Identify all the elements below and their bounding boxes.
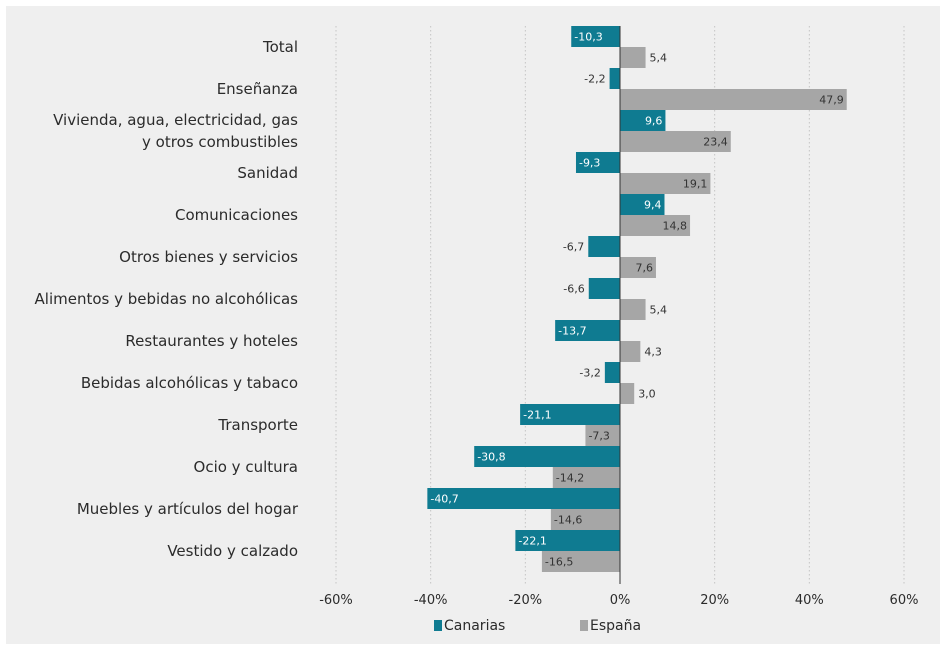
data-label: -21,1	[523, 409, 551, 422]
data-label: -10,3	[574, 31, 602, 44]
data-label: 23,4	[703, 136, 728, 149]
bar-espana	[620, 89, 847, 110]
category-label: Comunicaciones	[175, 206, 298, 224]
data-label: 47,9	[819, 94, 844, 107]
bar-canarias	[474, 446, 620, 467]
x-tick-label: -20%	[509, 593, 543, 608]
category-label: Transporte	[217, 416, 298, 434]
data-label: -2,2	[584, 73, 605, 86]
data-label: 7,6	[635, 262, 653, 275]
category-label-line: Vestido y calzado	[167, 542, 298, 560]
x-tick-label: 20%	[700, 593, 729, 608]
data-label: 5,4	[650, 304, 668, 317]
data-label: -22,1	[518, 535, 546, 548]
data-label: -13,7	[558, 325, 586, 338]
bar-espana	[620, 173, 711, 194]
data-label: -7,3	[588, 430, 609, 443]
bar-chart: -10,3 5,4 -2,2 47,9 9,6 23,4 -9,3 19,1 9,414,8 -6…	[35, 26, 918, 634]
data-label: 9,6	[645, 115, 663, 128]
bar-espana	[620, 383, 635, 404]
category-label: Enseñanza	[217, 80, 298, 98]
bar-espana	[585, 425, 620, 446]
bar-espana	[541, 551, 620, 572]
bar-canarias	[620, 194, 665, 215]
bar-canarias	[588, 278, 620, 299]
category-label-line: Alimentos y bebidas no alcohólicas	[35, 290, 299, 308]
category-label: Vestido y calzado	[167, 542, 298, 560]
x-tick-label: 0%	[610, 593, 631, 608]
category-label-line: Sanidad	[237, 164, 298, 182]
bar-canarias	[588, 236, 620, 257]
bar-canarias	[604, 362, 620, 383]
bar-canarias	[555, 320, 620, 341]
bar-espana	[552, 467, 620, 488]
category-label: Ocio y cultura	[194, 458, 298, 476]
legend-label-canarias: Canarias	[444, 618, 505, 634]
x-tick-label: -60%	[319, 593, 353, 608]
category-label-line: Enseñanza	[217, 80, 298, 98]
bars: -10,3 5,4 -2,2 47,9 9,6 23,4 -9,3 19,1 9,414,8 -6…	[427, 26, 847, 572]
category-label: Restaurantes y hoteles	[125, 332, 298, 350]
x-tick-label: 40%	[795, 593, 824, 608]
bar-espana	[620, 299, 646, 320]
chart-panel: -10,3 5,4 -2,2 47,9 9,6 23,4 -9,3 19,1 9,4 14,8 -6…	[6, 6, 940, 644]
bar-canarias	[571, 26, 620, 47]
category-label-line: Transporte	[217, 416, 298, 434]
data-label: -14,6	[554, 514, 582, 527]
data-label: -30,8	[477, 451, 505, 464]
bar-espana	[620, 215, 691, 236]
bar-espana	[620, 257, 656, 278]
bar-canarias	[575, 152, 620, 173]
bar-canarias	[427, 488, 620, 509]
data-label: -6,7	[563, 241, 584, 254]
data-label: 9,4	[644, 199, 662, 212]
category-label-line: Muebles y artículos del hogar	[77, 500, 299, 518]
x-tick-label: -40%	[414, 593, 448, 608]
category-label: Otros bienes y servicios	[119, 248, 298, 266]
category-label-line: Otros bienes y servicios	[119, 248, 298, 266]
data-label: 5,4	[650, 52, 668, 65]
bar-canarias	[620, 110, 666, 131]
legend-swatch-espana	[580, 620, 588, 631]
category-label: Alimentos y bebidas no alcohólicas	[35, 290, 299, 308]
data-label: -9,3	[579, 157, 600, 170]
legend: Canarias España	[434, 618, 641, 634]
data-label: 3,0	[638, 388, 656, 401]
category-label: Muebles y artículos del hogar	[77, 500, 299, 518]
x-tick-labels: -60% -40% -20% 0% 20% 40% 60%	[319, 593, 918, 608]
data-label: -6,6	[563, 283, 584, 296]
category-label-line: Bebidas alcohólicas y tabaco	[81, 374, 298, 392]
category-label-line: Restaurantes y hoteles	[125, 332, 298, 350]
category-label: Sanidad	[237, 164, 298, 182]
category-label-line: Vivienda, agua, electricidad, gas	[53, 111, 298, 129]
bar-espana	[620, 341, 641, 362]
category-labels: Total Enseñanza Vivienda, agua, electricid…	[35, 38, 299, 560]
data-label: 4,3	[644, 346, 662, 359]
legend-swatch-canarias	[434, 620, 442, 631]
data-label: -3,2	[579, 367, 600, 380]
data-label: 19,1	[683, 178, 708, 191]
data-label: 14,8	[663, 220, 688, 233]
x-tick-label: 60%	[890, 593, 919, 608]
data-label: -16,5	[545, 556, 573, 569]
bar-canarias	[609, 68, 620, 89]
bar-espana	[620, 47, 646, 68]
category-label-line: Total	[262, 38, 298, 56]
category-label-line: Ocio y cultura	[194, 458, 298, 476]
category-label-line: Comunicaciones	[175, 206, 298, 224]
bar-canarias	[520, 404, 620, 425]
category-label: Vivienda, agua, electricidad, gas y otros…	[53, 111, 298, 151]
legend-label-espana: España	[590, 618, 641, 634]
bar-espana	[550, 509, 620, 530]
category-label: Bebidas alcohólicas y tabaco	[81, 374, 298, 392]
bar-espana	[620, 131, 731, 152]
data-label: -40,7	[430, 493, 458, 506]
category-label: Total	[262, 38, 298, 56]
data-label: -14,2	[556, 472, 584, 485]
bar-canarias	[515, 530, 620, 551]
category-label-line: y otros combustibles	[142, 133, 298, 151]
